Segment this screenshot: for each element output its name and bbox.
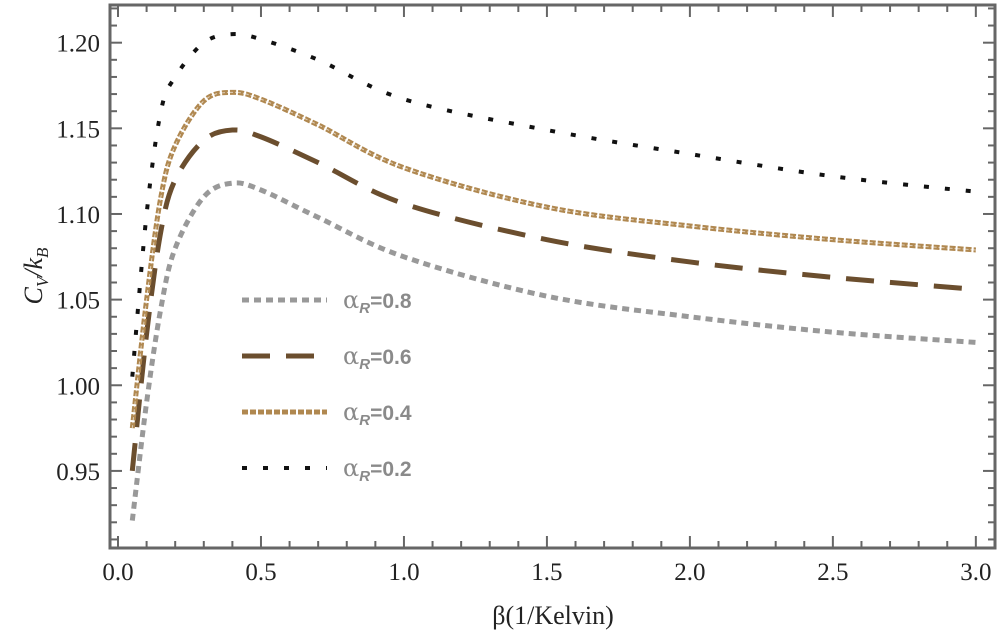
y-tick-label: 1.05 — [56, 288, 100, 315]
svg-text:CV/kB: CV/kB — [19, 247, 52, 305]
y-tick-label: 1.10 — [56, 202, 100, 229]
x-tick-label: 2.0 — [674, 559, 705, 586]
legend-label: αR=0.6 — [343, 342, 412, 373]
legend-label: αR=0.4 — [343, 398, 412, 429]
series-line-highlight — [131, 91, 976, 429]
y-axis-title: CV/kB — [19, 247, 52, 305]
series-line-0 — [129, 180, 977, 521]
series-line-3 — [130, 32, 977, 377]
legend-label: αR=0.8 — [343, 286, 412, 317]
x-tick-label: 2.5 — [817, 559, 848, 586]
legend: αR=0.8 αR=0.6 αR=0.4 αR=0.2 — [242, 286, 412, 485]
x-tick-label: 1.5 — [531, 559, 562, 586]
y-tick-label: 1.20 — [56, 31, 100, 58]
x-tick-labels: 0.0 0.5 1.0 1.5 2.0 2.5 3.0 — [102, 559, 991, 586]
y-tick-labels: 0.95 1.00 1.05 1.10 1.15 1.20 — [56, 31, 100, 486]
legend-label: αR=0.2 — [343, 454, 412, 485]
y-tick-label: 1.15 — [56, 116, 100, 143]
plot-curves — [129, 32, 977, 521]
x-tick-label: 3.0 — [960, 559, 991, 586]
x-axis-title: β(1/Kelvin) — [492, 601, 614, 630]
x-tick-label: 0.0 — [102, 559, 133, 586]
x-tick-label: 1.0 — [388, 559, 419, 586]
y-tick-label: 0.95 — [56, 459, 100, 486]
x-tick-label: 0.5 — [245, 559, 276, 586]
plot-frame — [108, 3, 997, 550]
series-line-1 — [129, 127, 977, 472]
series-line-2 — [129, 89, 977, 429]
y-tick-label: 1.00 — [56, 373, 100, 400]
